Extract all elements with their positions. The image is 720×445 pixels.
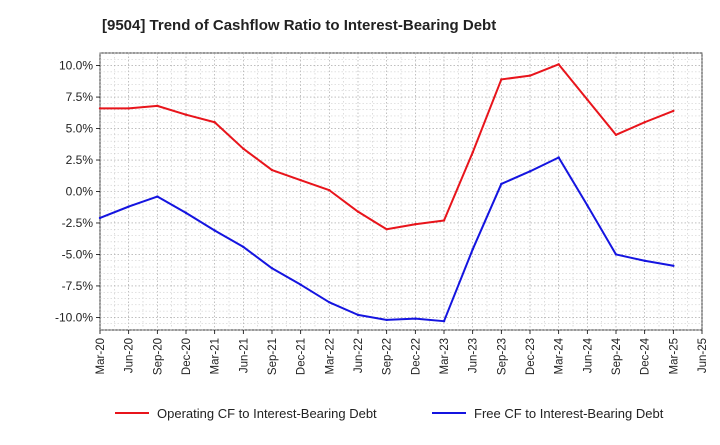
y-tick-label: -5.0% — [62, 247, 94, 261]
series-2-point — [213, 229, 216, 232]
x-tick-label: Jun-22 — [353, 338, 365, 373]
series-1-point — [184, 113, 188, 116]
y-tick-label: -2.5% — [62, 216, 94, 230]
x-tick-label: Mar-20 — [95, 338, 107, 374]
series-2-point — [270, 267, 274, 270]
x-tick-label: Dec-20 — [181, 338, 193, 375]
series-2-point — [643, 259, 646, 262]
y-tick-label: 0.0% — [66, 185, 94, 199]
y-tick-label: 5.0% — [66, 122, 94, 136]
series-1-point — [672, 109, 675, 113]
y-tick-label: -7.5% — [62, 279, 94, 293]
x-tick-label: Dec-21 — [296, 338, 308, 375]
series-1-point — [614, 133, 618, 137]
x-tick-label: Mar-21 — [210, 338, 222, 374]
series-2-point — [614, 253, 618, 256]
series-layer — [98, 63, 675, 323]
series-1-point — [557, 63, 560, 66]
series-2-point — [500, 182, 503, 186]
series-2-point — [356, 313, 360, 317]
y-tick-label: -10.0% — [55, 310, 93, 324]
x-tick-label: Jun-20 — [124, 338, 136, 373]
series-1-point — [586, 98, 589, 101]
series-1-point — [528, 74, 532, 77]
x-tick-label: Dec-22 — [410, 338, 422, 375]
series-1-point — [442, 219, 446, 222]
series-1-point — [356, 210, 360, 213]
series-1-point — [127, 107, 130, 110]
series-2-point — [557, 156, 560, 159]
y-tick-label: 10.0% — [59, 59, 93, 73]
series-2-point — [672, 264, 675, 267]
chart-title: [9504] Trend of Cashflow Ratio to Intere… — [102, 17, 496, 34]
y-tick-label: 2.5% — [66, 153, 94, 167]
x-tick-label: Mar-24 — [554, 337, 566, 374]
series-2-point — [586, 204, 589, 207]
series-2-point — [328, 301, 331, 304]
series-2-point — [385, 318, 388, 322]
x-tick-label: Jun-21 — [238, 338, 250, 373]
series-1-point — [213, 121, 216, 124]
x-tick-label: Sep-23 — [496, 338, 508, 375]
x-tick-label: Mar-22 — [324, 338, 336, 374]
x-tick-label: Sep-24 — [611, 337, 623, 375]
x-tick-label: Sep-22 — [382, 338, 394, 375]
axis-layer: 10.0% 7.5% 5.0% 2.5% 0.0% -2.5% -5.0% -7.5% -10.… — [55, 59, 709, 376]
series-2-point — [414, 317, 417, 320]
series-2-point — [127, 205, 130, 208]
series-1-point — [385, 228, 388, 231]
series-1-point — [156, 104, 159, 108]
series-2-point — [471, 248, 474, 251]
series-1-point — [98, 107, 102, 110]
series-2-point — [184, 211, 188, 215]
series-1-point — [299, 178, 302, 182]
series-1-point — [270, 168, 274, 172]
series-2-point — [98, 216, 102, 220]
series-1-point — [328, 189, 331, 192]
x-tick-label: Sep-20 — [152, 338, 164, 375]
series-2-point — [528, 170, 532, 173]
series-1-point — [643, 121, 646, 124]
x-tick-label: Mar-23 — [439, 338, 451, 374]
legend: Operating CF to Interest-Bearing Debt Fre… — [115, 406, 664, 421]
x-tick-label: Jun-25 — [697, 338, 709, 373]
x-tick-label: Sep-21 — [267, 338, 279, 375]
series-1-point — [500, 78, 503, 81]
series-1-point — [242, 147, 245, 150]
x-tick-label: Jun-23 — [468, 338, 480, 373]
legend-label-2: Free CF to Interest-Bearing Debt — [474, 406, 664, 421]
x-tick-label: Mar-25 — [668, 338, 680, 374]
y-tick-label: 7.5% — [66, 90, 94, 104]
series-1-point — [414, 223, 417, 226]
legend-label-1: Operating CF to Interest-Bearing Debt — [157, 406, 377, 421]
x-tick-label: Dec-24 — [640, 337, 652, 375]
series-2-point — [442, 319, 446, 323]
series-2-point — [156, 195, 159, 198]
series-1-point — [471, 151, 474, 154]
grid-layer — [99, 52, 703, 331]
series-2-point — [299, 283, 302, 286]
x-tick-label: Dec-23 — [525, 338, 537, 375]
series-2-point — [242, 245, 245, 249]
x-tick-label: Jun-24 — [582, 337, 594, 373]
